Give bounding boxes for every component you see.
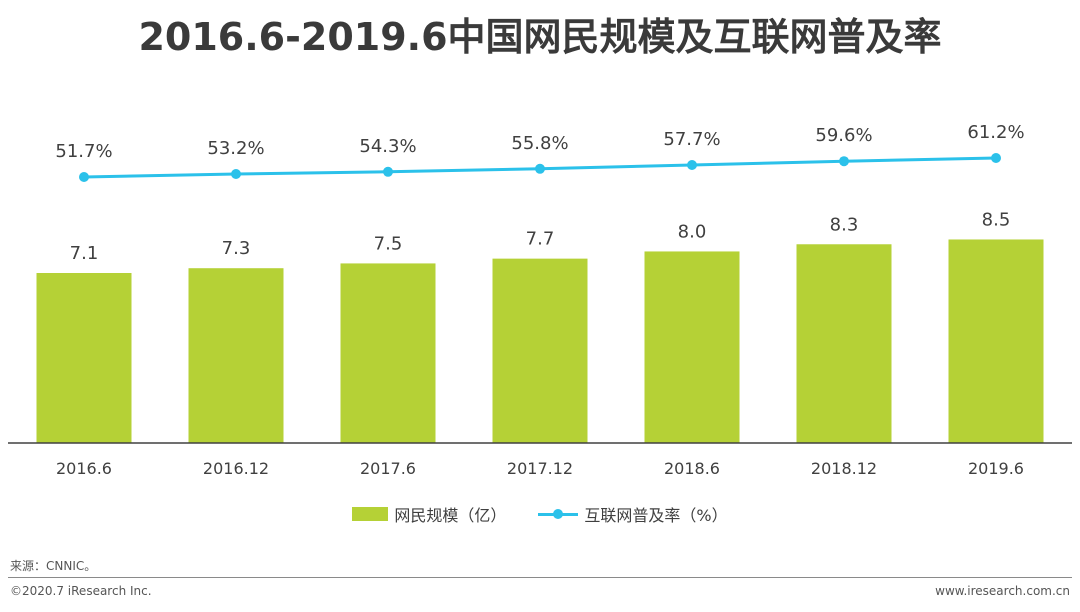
legend: 网民规模（亿） 互联网普及率（%） [0, 502, 1080, 526]
bar-swatch-icon [352, 507, 389, 521]
line-label-2016.12: 53.2% [207, 138, 264, 159]
legend-item-line: 互联网普及率（%） [538, 502, 728, 526]
x-tick-2016.6: 2016.6 [56, 459, 112, 478]
line-point-2019.6 [991, 153, 1001, 163]
line-label-2017.6: 54.3% [359, 136, 416, 157]
bar-label-2018.6: 8.0 [678, 221, 707, 242]
line-marker-icon [538, 507, 579, 521]
bar-2016.12 [188, 268, 284, 443]
copyright: ©2020.7 iResearch Inc. [10, 584, 152, 598]
line-series [79, 153, 1001, 182]
legend-item-bar: 网民规模（亿） [352, 502, 506, 526]
bar-label-2017.12: 7.7 [526, 229, 555, 250]
line-point-2018.6 [687, 160, 697, 170]
bar-label-2016.6: 7.1 [70, 243, 99, 264]
x-tick-2018.6: 2018.6 [664, 459, 720, 478]
line-point-2016.12 [231, 169, 241, 179]
footer-divider [8, 577, 1072, 578]
bar-2017.12 [492, 258, 588, 443]
x-axis-tick-labels: 2016.6 2016.12 2017.6 2017.12 2018.6 2018.12 2… [56, 459, 1024, 478]
chart: 7.1 7.3 7.5 7.7 8.0 8.3 8.5 51.7% 53.2% 54.3% 55.… [8, 122, 1072, 478]
line-point-2017.6 [383, 166, 393, 177]
line-label-2018.12: 59.6% [815, 125, 872, 146]
line-point-2016.6 [79, 172, 89, 182]
bar-value-labels: 7.1 7.3 7.5 7.7 8.0 8.3 8.5 [70, 209, 1011, 264]
x-tick-2018.12: 2018.12 [811, 459, 877, 478]
bar-series [36, 239, 1044, 443]
line-label-2017.12: 55.8% [511, 133, 568, 154]
chart-title: 2016.6-2019.6中国网民规模及互联网普及率 [138, 15, 942, 59]
x-tick-2017.6: 2017.6 [360, 459, 416, 478]
bar-label-2017.6: 7.5 [374, 233, 403, 254]
line-label-2016.6: 51.7% [55, 141, 112, 162]
line-label-2019.6: 61.2% [967, 122, 1024, 143]
line-point-2018.12 [839, 156, 849, 167]
bar-2016.6 [36, 273, 132, 443]
bar-2019.6 [948, 239, 1044, 443]
x-tick-2016.12: 2016.12 [203, 459, 269, 478]
line-point-2017.12 [535, 163, 545, 174]
bar-2018.12 [796, 244, 892, 443]
bar-2018.6 [644, 251, 740, 443]
bar-label-2019.6: 8.5 [982, 209, 1011, 230]
x-tick-2017.12: 2017.12 [507, 459, 573, 478]
source-note: 来源：CNNIC。 [10, 559, 97, 573]
line-value-labels: 51.7% 53.2% 54.3% 55.8% 57.7% 59.6% 61.2% [55, 122, 1024, 162]
website: www.iresearch.com.cn [935, 584, 1070, 598]
bar-2017.6 [340, 263, 436, 443]
bar-label-2016.12: 7.3 [222, 238, 251, 259]
legend-label-bar: 网民规模（亿） [394, 506, 507, 525]
line-label-2018.6: 57.7% [663, 129, 720, 150]
bar-label-2018.12: 8.3 [830, 214, 859, 235]
x-tick-2019.6: 2019.6 [968, 459, 1024, 478]
legend-label-line: 互联网普及率（%） [584, 506, 728, 525]
